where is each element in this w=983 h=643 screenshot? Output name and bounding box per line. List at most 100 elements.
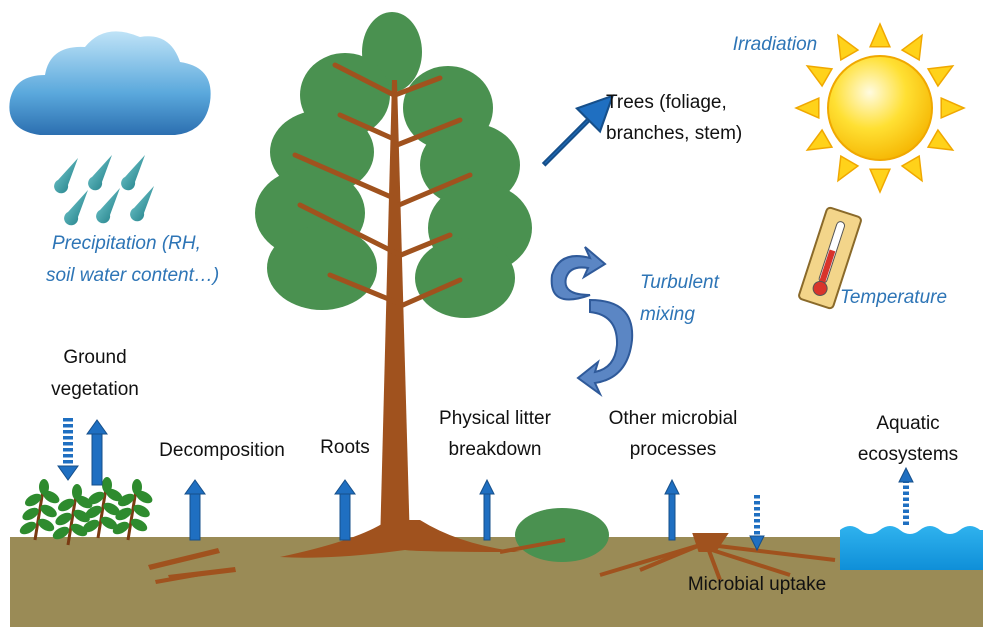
arrow-shaft bbox=[754, 507, 760, 511]
plant-leaf bbox=[55, 512, 72, 526]
plant-leaf bbox=[58, 498, 75, 512]
plant-leaf bbox=[73, 509, 90, 523]
litter-leaf bbox=[515, 508, 609, 562]
label: vegetation bbox=[51, 379, 139, 400]
plant-leaf bbox=[130, 518, 148, 532]
sun-ray bbox=[900, 33, 923, 62]
label: breakdown bbox=[449, 439, 542, 460]
label: Roots bbox=[320, 437, 370, 458]
microbial-roots bbox=[599, 533, 836, 581]
water bbox=[840, 526, 983, 570]
plant-leaf bbox=[37, 518, 55, 532]
arrow-shaft bbox=[189, 493, 201, 541]
arrow-shaft bbox=[63, 442, 73, 446]
plant-leaf bbox=[40, 504, 57, 518]
arrow-shaft bbox=[668, 493, 676, 541]
plant-leaf bbox=[25, 493, 42, 507]
sun-ray bbox=[926, 128, 955, 151]
plant-leaf bbox=[102, 477, 112, 493]
arrow-shaft bbox=[903, 491, 909, 495]
label: Microbial uptake bbox=[688, 574, 826, 595]
sun-ray bbox=[868, 168, 892, 194]
plant-leaf bbox=[100, 516, 118, 530]
plant-leaf bbox=[72, 484, 82, 500]
label: mixing bbox=[640, 304, 695, 325]
arrow-head bbox=[479, 478, 495, 495]
plant-leaf bbox=[112, 521, 130, 535]
leaf-stem bbox=[499, 538, 566, 554]
plant-leaf bbox=[70, 523, 88, 537]
sun-ray bbox=[926, 65, 955, 88]
arrow-shaft bbox=[91, 433, 103, 486]
plant-leaf bbox=[43, 490, 60, 504]
arrow-shaft bbox=[754, 525, 760, 529]
arrow-shaft bbox=[903, 515, 909, 519]
plant-leaf bbox=[76, 495, 93, 509]
arrow-head bbox=[664, 478, 680, 495]
sun-ray bbox=[837, 154, 860, 183]
label: Other microbial bbox=[609, 408, 738, 429]
plant-leaf bbox=[136, 490, 153, 504]
plant-leaf bbox=[22, 507, 39, 521]
sun-ray bbox=[868, 22, 892, 48]
rain bbox=[54, 155, 154, 226]
arrow-shaft bbox=[483, 493, 491, 541]
arrow-shaft bbox=[903, 485, 909, 489]
plant-leaf bbox=[132, 479, 142, 495]
cloud bbox=[9, 31, 211, 135]
plant-stem bbox=[126, 489, 138, 541]
plant-leaf bbox=[52, 526, 70, 540]
tree-flux-arrow bbox=[541, 94, 615, 167]
arrow-shaft bbox=[754, 501, 760, 505]
plant-leaf bbox=[115, 507, 132, 521]
label: Physical litter bbox=[439, 408, 552, 429]
arrow-head bbox=[57, 465, 79, 481]
arrow-head bbox=[898, 466, 914, 483]
arrow-head bbox=[86, 419, 108, 435]
tree-foliage bbox=[255, 12, 532, 318]
plant-leaf bbox=[106, 488, 123, 502]
arrow-head bbox=[334, 479, 356, 495]
plant-leaf bbox=[39, 479, 49, 495]
ground bbox=[10, 537, 983, 627]
arrow-shaft bbox=[754, 531, 760, 535]
arrow-shaft bbox=[63, 418, 73, 422]
plant-leaf bbox=[133, 504, 150, 518]
arrow-shaft bbox=[754, 495, 760, 499]
arrow-shaft bbox=[754, 513, 760, 517]
arrow-shaft bbox=[339, 493, 351, 541]
sun-ray bbox=[940, 96, 966, 120]
label: ecosystems bbox=[858, 444, 958, 465]
label: Decomposition bbox=[159, 440, 285, 461]
label: Aquatic bbox=[876, 413, 939, 434]
sun-ray bbox=[794, 96, 820, 120]
litter-sticks bbox=[148, 548, 236, 584]
arrow-shaft bbox=[903, 503, 909, 507]
ground-plants bbox=[19, 477, 153, 546]
arrow-shaft bbox=[63, 436, 73, 440]
label: Trees (foliage, bbox=[606, 92, 727, 113]
plant-leaf bbox=[88, 491, 105, 505]
plant-leaf bbox=[85, 505, 102, 519]
label: Turbulent bbox=[640, 272, 720, 293]
sun-ray bbox=[837, 33, 860, 62]
label: Temperature bbox=[840, 287, 947, 308]
plant-stem bbox=[33, 489, 45, 541]
turbulent-mixing-arrows bbox=[550, 246, 634, 398]
sun-ray bbox=[900, 154, 923, 183]
label: Irradiation bbox=[733, 34, 818, 55]
arrow-head bbox=[749, 535, 765, 552]
arrow-shaft bbox=[63, 424, 73, 428]
sun-ray bbox=[805, 128, 834, 151]
sun-ray bbox=[805, 65, 834, 88]
arrow-shaft bbox=[63, 430, 73, 434]
label: Ground bbox=[63, 347, 126, 368]
sun bbox=[794, 22, 966, 194]
label: soil water content…) bbox=[46, 265, 219, 286]
thermometer bbox=[798, 206, 862, 310]
arrow-shaft bbox=[63, 448, 73, 452]
plant-leaf bbox=[118, 493, 135, 507]
arrow-shaft bbox=[63, 460, 73, 464]
label: processes bbox=[630, 439, 717, 460]
